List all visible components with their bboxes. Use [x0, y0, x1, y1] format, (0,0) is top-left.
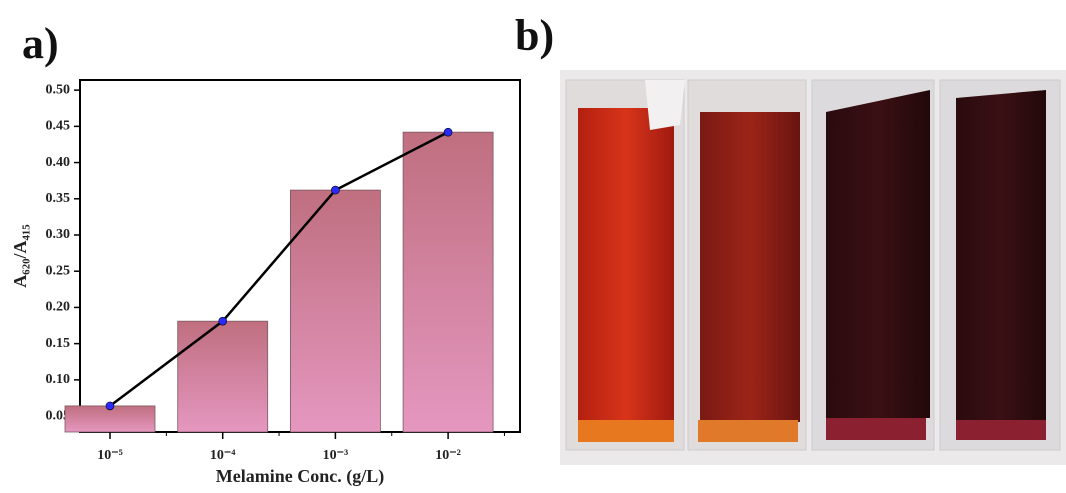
y-tick-label: 0.20: [46, 300, 71, 315]
y-axis-label: A₆₂₀/A₄₁₅: [10, 224, 30, 287]
figure: a) b) Melamine Conc. (g/L) A₆₂₀/A₄₁₅ 0.0…: [0, 0, 1066, 493]
panel-label: a): [22, 19, 59, 68]
marker: [331, 186, 339, 194]
x-tick-label: 10⁻³: [323, 448, 349, 463]
y-tick-label: 0.45: [46, 119, 71, 134]
y-tick-label: 0.30: [46, 227, 71, 242]
photo: [560, 70, 1066, 465]
marker: [106, 402, 114, 410]
marker: [444, 128, 452, 136]
x-tick-label: 10⁻²: [435, 448, 461, 463]
x-tick-label: 10⁻⁵: [97, 448, 123, 463]
y-tick-label: 0.10: [46, 372, 71, 387]
y-tick-label: 0.50: [46, 82, 71, 97]
bar: [403, 132, 493, 432]
y-tick-label: 0.15: [46, 336, 71, 351]
y-tick-label: 0.25: [46, 263, 71, 278]
x-axis-label: Melamine Conc. (g/L): [216, 466, 384, 487]
panel-label: b): [515, 11, 554, 60]
trend-line: [110, 132, 448, 406]
y-tick-label: 0.35: [46, 191, 71, 206]
bar: [178, 321, 268, 432]
y-tick-label: 0.40: [46, 155, 71, 170]
x-tick-label: 10⁻⁴: [210, 448, 236, 463]
marker: [219, 317, 227, 325]
